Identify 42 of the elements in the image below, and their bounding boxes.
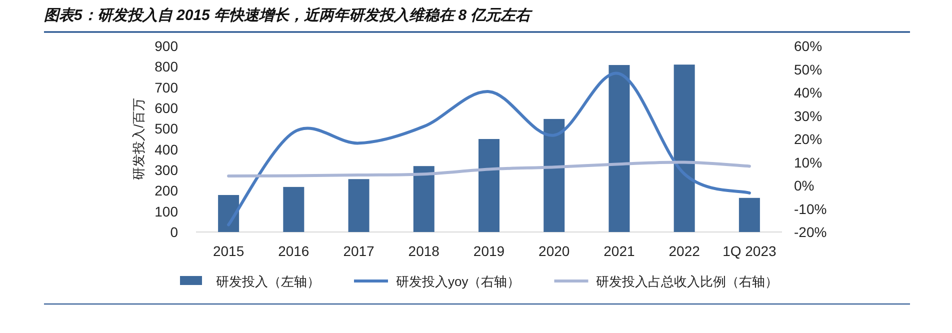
chart-title: 图表5：研发投入自 2015 年快速增长，近两年研发投入维稳在 8 亿元左右 [44, 6, 534, 24]
y2-tick-label: 60% [794, 38, 822, 54]
x-tick-label: 2021 [604, 243, 636, 259]
bar [738, 198, 760, 232]
y-tick-label: 200 [154, 182, 178, 199]
y2-tick-label: 0% [794, 178, 814, 194]
y2-tick-label: 10% [794, 154, 822, 170]
legend-label: 研发投入（左轴） [216, 274, 320, 289]
bar [348, 179, 370, 232]
legend-label: 研发投入占总收入比例（右轴） [596, 274, 778, 289]
x-tick-label: 2015 [212, 243, 244, 259]
y2-tick-label: -20% [794, 224, 827, 240]
y2-tick-label: 20% [794, 131, 822, 147]
bar [544, 118, 565, 232]
y-tick-label: 0 [170, 224, 178, 240]
x-tick-label: 2020 [538, 243, 570, 259]
y-tick-label: 600 [154, 100, 178, 116]
legend-label: 研发投入yoy（右轴） [396, 274, 520, 289]
y2-tick-label: 40% [794, 84, 822, 100]
y-tick-label: 800 [154, 58, 178, 75]
y-tick-label: 100 [154, 203, 178, 220]
x-tick-label: 2016 [278, 243, 310, 259]
y-tick-label: 500 [154, 120, 178, 137]
y2-tick-label: 30% [794, 108, 822, 124]
bar [478, 139, 500, 232]
x-tick-label: 2017 [343, 243, 375, 259]
x-tick-label: 1Q 2023 [722, 243, 777, 259]
y-tick-label: 900 [154, 38, 178, 54]
y2-tick-label: -10% [794, 200, 827, 217]
bar [674, 64, 695, 232]
bar [283, 186, 304, 232]
y-tick-label: 700 [154, 79, 178, 96]
y-tick-label: 300 [154, 162, 178, 178]
y2-tick-label: 50% [794, 61, 822, 78]
y-axis-title: 研发投入/百万 [131, 98, 146, 180]
bar [608, 65, 630, 232]
x-tick-label: 2022 [668, 243, 700, 259]
x-tick-label: 2019 [473, 243, 505, 259]
x-tick-label: 2018 [408, 243, 440, 259]
bar [413, 166, 434, 232]
bar [218, 195, 240, 232]
y-tick-label: 400 [154, 141, 178, 158]
